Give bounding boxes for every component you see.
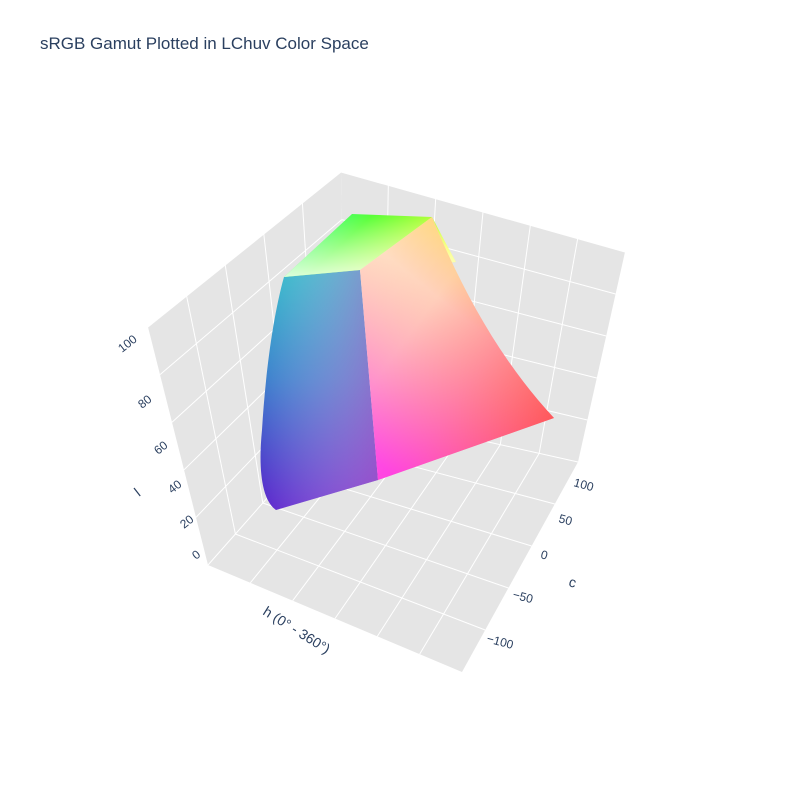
- grid-line-l: [147, 171, 342, 328]
- c-axis: 100 50 0 −50 −100 c: [485, 475, 595, 652]
- grid-line-h: [224, 264, 264, 504]
- gamut-surface[interactable]: [260, 214, 554, 510]
- chart-title: sRGB Gamut Plotted in LChuv Color Space: [40, 34, 369, 53]
- grid-line-c: [376, 444, 501, 637]
- l-tick-label: 20: [177, 512, 196, 531]
- c-tick-label: 0: [539, 547, 549, 562]
- l-tick-label: 40: [165, 477, 184, 496]
- l-tick-label: 0: [189, 547, 203, 562]
- grid-line-c: [419, 453, 540, 655]
- c-tick-label: 100: [572, 475, 595, 494]
- c-tick-label: 50: [557, 511, 574, 528]
- grid-line-c: [334, 435, 462, 619]
- c-tick-label: −50: [511, 587, 535, 606]
- gamut-face-blue-shade: [260, 270, 378, 510]
- c-tick-label: −100: [485, 631, 515, 652]
- l-tick-label: 80: [135, 392, 154, 411]
- gamut-face-warm-overlay: [360, 217, 554, 480]
- grid-line-h: [186, 295, 236, 535]
- l-tick-label: 60: [151, 438, 170, 457]
- l-axis-title: l: [131, 485, 143, 500]
- c-axis-title: c: [567, 573, 578, 590]
- grid-line-l: [159, 219, 343, 375]
- l-tick-label: 100: [115, 332, 140, 356]
